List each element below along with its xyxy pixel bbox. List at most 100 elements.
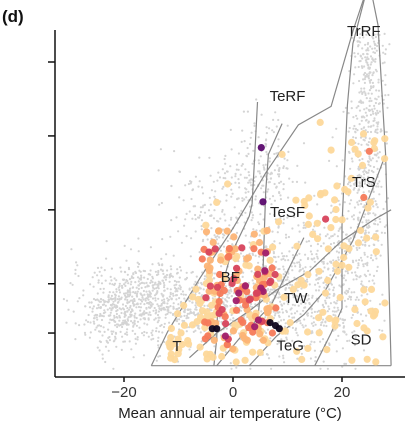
background-point xyxy=(335,350,338,353)
background-point xyxy=(353,343,356,347)
background-point xyxy=(229,318,232,321)
background-point xyxy=(169,305,172,308)
background-point xyxy=(276,164,279,167)
background-point xyxy=(283,361,286,364)
background-point xyxy=(156,303,159,306)
background-point xyxy=(136,292,139,295)
data-point xyxy=(255,238,264,247)
background-point xyxy=(301,267,304,270)
background-point xyxy=(131,302,135,305)
background-point xyxy=(363,273,366,276)
background-point xyxy=(363,81,366,84)
background-point xyxy=(144,297,147,300)
background-point xyxy=(296,289,299,292)
background-point xyxy=(266,328,269,331)
background-point xyxy=(349,184,352,187)
background-point xyxy=(358,276,361,279)
background-point xyxy=(353,183,356,186)
background-point xyxy=(316,255,319,258)
background-point xyxy=(363,78,366,81)
background-point xyxy=(107,336,110,339)
background-point xyxy=(372,37,375,40)
background-point xyxy=(310,253,313,256)
background-point xyxy=(337,251,341,254)
background-point xyxy=(246,146,249,150)
background-point xyxy=(268,197,271,200)
background-point xyxy=(163,298,166,301)
background-point xyxy=(356,191,359,194)
data-point xyxy=(363,234,371,242)
background-point xyxy=(324,299,327,302)
background-point xyxy=(178,276,181,279)
background-point xyxy=(170,268,173,271)
background-point xyxy=(352,127,355,130)
background-point xyxy=(373,47,376,50)
background-point xyxy=(140,300,144,303)
background-point xyxy=(237,168,240,171)
background-point xyxy=(369,81,372,84)
background-point xyxy=(132,291,135,294)
data-point xyxy=(304,344,312,352)
background-point xyxy=(251,279,254,282)
background-point xyxy=(352,116,355,119)
background-point xyxy=(361,157,364,161)
background-point xyxy=(353,124,356,128)
background-point xyxy=(268,157,271,160)
background-point xyxy=(258,234,261,237)
background-point xyxy=(287,259,290,262)
background-point xyxy=(162,325,166,329)
background-point xyxy=(241,163,244,166)
background-point xyxy=(201,240,204,243)
background-point xyxy=(184,184,187,187)
background-point xyxy=(343,299,346,302)
background-point xyxy=(77,274,80,278)
background-point xyxy=(368,104,371,107)
background-point xyxy=(62,298,65,301)
background-point xyxy=(124,294,127,297)
background-point xyxy=(347,297,350,301)
background-point xyxy=(170,184,173,188)
background-point xyxy=(386,106,389,109)
data-point xyxy=(372,248,380,256)
background-point xyxy=(376,206,379,209)
background-point xyxy=(235,231,239,234)
data-point xyxy=(348,356,356,364)
data-point xyxy=(221,332,229,340)
background-point xyxy=(320,276,323,279)
background-point xyxy=(321,321,324,324)
background-point xyxy=(338,284,341,287)
background-point xyxy=(372,243,375,246)
background-point xyxy=(179,315,182,318)
background-point xyxy=(188,348,191,351)
background-point xyxy=(89,321,92,324)
background-point xyxy=(257,159,260,162)
background-point xyxy=(264,142,267,145)
background-point xyxy=(366,255,369,258)
background-point xyxy=(248,241,251,244)
background-point xyxy=(157,355,160,358)
background-point xyxy=(169,272,172,275)
background-point xyxy=(282,257,285,260)
background-point xyxy=(370,169,373,172)
background-point xyxy=(382,102,385,105)
background-point xyxy=(367,125,370,128)
background-point xyxy=(145,331,148,334)
data-point xyxy=(189,293,197,301)
background-point xyxy=(306,313,309,316)
background-point xyxy=(365,219,368,222)
background-point xyxy=(132,324,135,327)
data-point xyxy=(167,324,175,332)
background-point xyxy=(74,322,77,325)
background-point xyxy=(182,293,185,296)
background-point xyxy=(157,310,160,313)
background-point xyxy=(331,234,334,238)
background-point xyxy=(284,322,287,325)
background-point xyxy=(175,216,178,219)
background-point xyxy=(255,98,258,101)
background-point xyxy=(151,303,154,306)
background-point xyxy=(279,300,282,303)
background-point xyxy=(350,271,354,274)
background-point xyxy=(102,291,105,294)
background-point xyxy=(362,73,365,76)
background-point xyxy=(148,293,151,296)
